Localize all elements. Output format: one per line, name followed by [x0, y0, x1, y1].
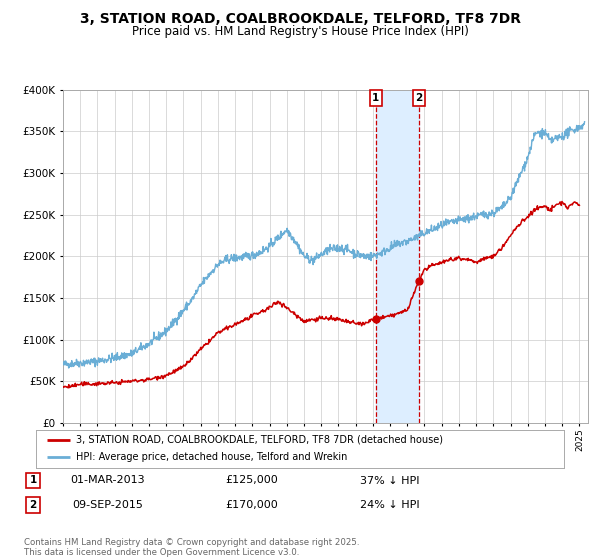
Bar	[376, 90, 419, 423]
Text: 01-MAR-2013: 01-MAR-2013	[71, 475, 145, 486]
Text: 09-SEP-2015: 09-SEP-2015	[73, 500, 143, 510]
Text: 3, STATION ROAD, COALBROOKDALE, TELFORD, TF8 7DR (detached house): 3, STATION ROAD, COALBROOKDALE, TELFORD,…	[76, 435, 443, 445]
Text: 2: 2	[415, 93, 422, 103]
Text: Contains HM Land Registry data © Crown copyright and database right 2025.
This d: Contains HM Land Registry data © Crown c…	[24, 538, 359, 557]
Text: 2: 2	[29, 500, 37, 510]
Text: £170,000: £170,000	[226, 500, 278, 510]
Text: £125,000: £125,000	[226, 475, 278, 486]
Text: HPI: Average price, detached house, Telford and Wrekin: HPI: Average price, detached house, Telf…	[76, 452, 347, 463]
Text: 24% ↓ HPI: 24% ↓ HPI	[360, 500, 420, 510]
Text: Price paid vs. HM Land Registry's House Price Index (HPI): Price paid vs. HM Land Registry's House …	[131, 25, 469, 38]
Text: 1: 1	[372, 93, 379, 103]
Text: 1: 1	[29, 475, 37, 486]
Text: 37% ↓ HPI: 37% ↓ HPI	[360, 475, 420, 486]
Text: 3, STATION ROAD, COALBROOKDALE, TELFORD, TF8 7DR: 3, STATION ROAD, COALBROOKDALE, TELFORD,…	[79, 12, 521, 26]
